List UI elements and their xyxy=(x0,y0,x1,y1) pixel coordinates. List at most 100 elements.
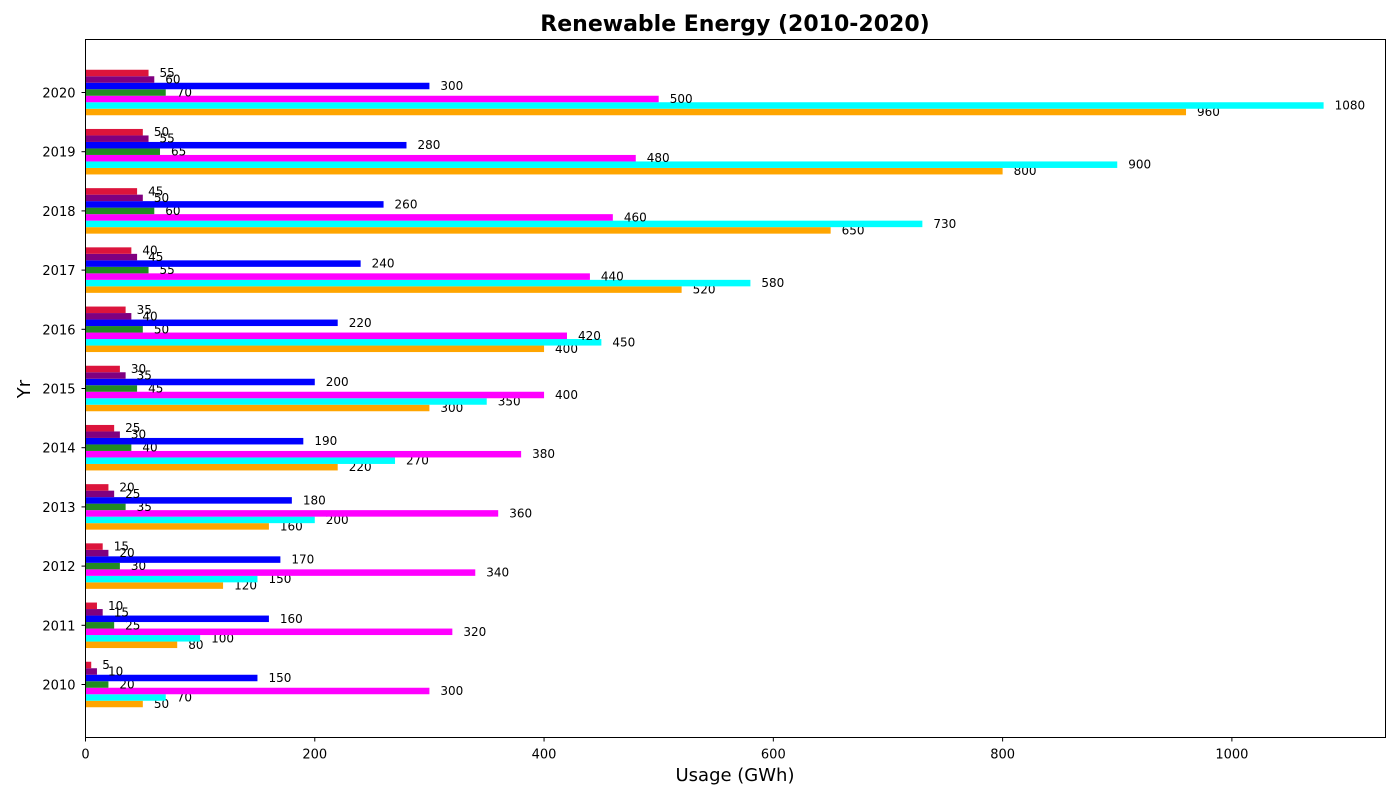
bar xyxy=(85,332,567,340)
bar xyxy=(85,148,161,155)
x-tick-label: 800 xyxy=(990,748,1015,763)
x-ticks: 0 200 400 600 800 1000 xyxy=(81,737,1248,763)
bar xyxy=(85,543,103,550)
data-label: 45 xyxy=(148,184,163,198)
bar xyxy=(85,582,224,589)
data-label: 340 xyxy=(486,566,509,580)
data-label: 40 xyxy=(142,244,157,258)
bar xyxy=(85,497,292,504)
data-label: 300 xyxy=(440,79,463,93)
bar xyxy=(85,615,269,623)
bar xyxy=(85,339,602,346)
bar xyxy=(85,89,166,96)
bar xyxy=(85,602,97,610)
data-label: 240 xyxy=(372,257,395,271)
y-tick-label: 2020 xyxy=(42,87,75,102)
data-label: 1080 xyxy=(1335,99,1366,113)
bar xyxy=(85,313,132,320)
data-label: 20 xyxy=(119,546,134,560)
y-tick-label: 2012 xyxy=(42,560,75,575)
bar xyxy=(85,385,138,392)
bar xyxy=(85,82,430,90)
bar xyxy=(85,661,92,669)
bar xyxy=(85,372,126,379)
bar xyxy=(85,279,751,287)
bar xyxy=(85,220,923,228)
bar xyxy=(85,484,109,491)
bar xyxy=(85,641,178,649)
bar xyxy=(85,569,476,576)
bar xyxy=(85,463,338,471)
bar xyxy=(85,247,132,254)
data-label: 730 xyxy=(933,217,956,231)
data-label: 900 xyxy=(1128,158,1151,172)
bar xyxy=(85,345,545,353)
data-label: 35 xyxy=(137,303,152,317)
bar xyxy=(85,575,258,583)
bar xyxy=(85,108,1187,116)
x-tick-label: 600 xyxy=(761,748,786,763)
plot-frame xyxy=(85,39,1386,738)
bar xyxy=(85,562,120,570)
bar xyxy=(85,128,143,136)
bar xyxy=(85,188,138,195)
bar xyxy=(85,674,258,682)
bar xyxy=(85,95,659,103)
data-label: 440 xyxy=(601,270,624,284)
bar xyxy=(85,161,1118,168)
bar xyxy=(85,214,613,221)
bar xyxy=(85,167,1003,175)
bar xyxy=(85,201,384,208)
data-label: 460 xyxy=(624,210,647,224)
bar xyxy=(85,431,120,438)
data-label: 160 xyxy=(280,612,303,626)
bar xyxy=(85,365,120,373)
y-tick-label: 2019 xyxy=(42,146,75,161)
bar xyxy=(85,628,453,636)
bar xyxy=(85,194,143,202)
y-axis-label: Yr xyxy=(14,379,35,399)
bar xyxy=(85,503,126,511)
bar xyxy=(85,378,315,386)
bar xyxy=(85,398,487,405)
bar xyxy=(85,490,115,498)
bar xyxy=(85,227,831,234)
data-label: 55 xyxy=(160,66,175,80)
bar xyxy=(85,437,304,445)
bar xyxy=(85,609,103,616)
y-tick-label: 2011 xyxy=(42,619,75,634)
data-label: 30 xyxy=(131,362,146,376)
bar xyxy=(85,391,545,399)
x-axis-label: Usage (GWh) xyxy=(675,765,794,786)
bar xyxy=(85,556,281,563)
data-label: 300 xyxy=(440,684,463,698)
data-label: 170 xyxy=(291,553,314,567)
data-label: 45 xyxy=(148,250,163,264)
data-label: 190 xyxy=(314,434,337,448)
data-label: 10 xyxy=(108,599,123,613)
bar xyxy=(85,207,155,215)
bar xyxy=(85,76,155,83)
data-label: 360 xyxy=(509,506,532,520)
data-label: 200 xyxy=(326,375,349,389)
data-label: 25 xyxy=(125,421,140,435)
bar xyxy=(85,69,149,77)
data-label: 55 xyxy=(160,132,175,146)
bar xyxy=(85,694,166,701)
bar xyxy=(85,510,499,517)
data-label: 480 xyxy=(647,151,670,165)
data-label: 5 xyxy=(102,658,110,672)
data-label: 380 xyxy=(532,447,555,461)
data-label: 60 xyxy=(165,73,180,87)
data-label: 450 xyxy=(612,335,635,349)
y-tick-label: 2016 xyxy=(42,323,75,338)
bar xyxy=(85,516,315,524)
data-label: 30 xyxy=(131,428,146,442)
y-tick-label: 2018 xyxy=(42,205,75,220)
bar xyxy=(85,141,407,149)
y-tick-label: 2013 xyxy=(42,501,75,516)
bar xyxy=(85,700,143,708)
bar xyxy=(85,266,149,274)
